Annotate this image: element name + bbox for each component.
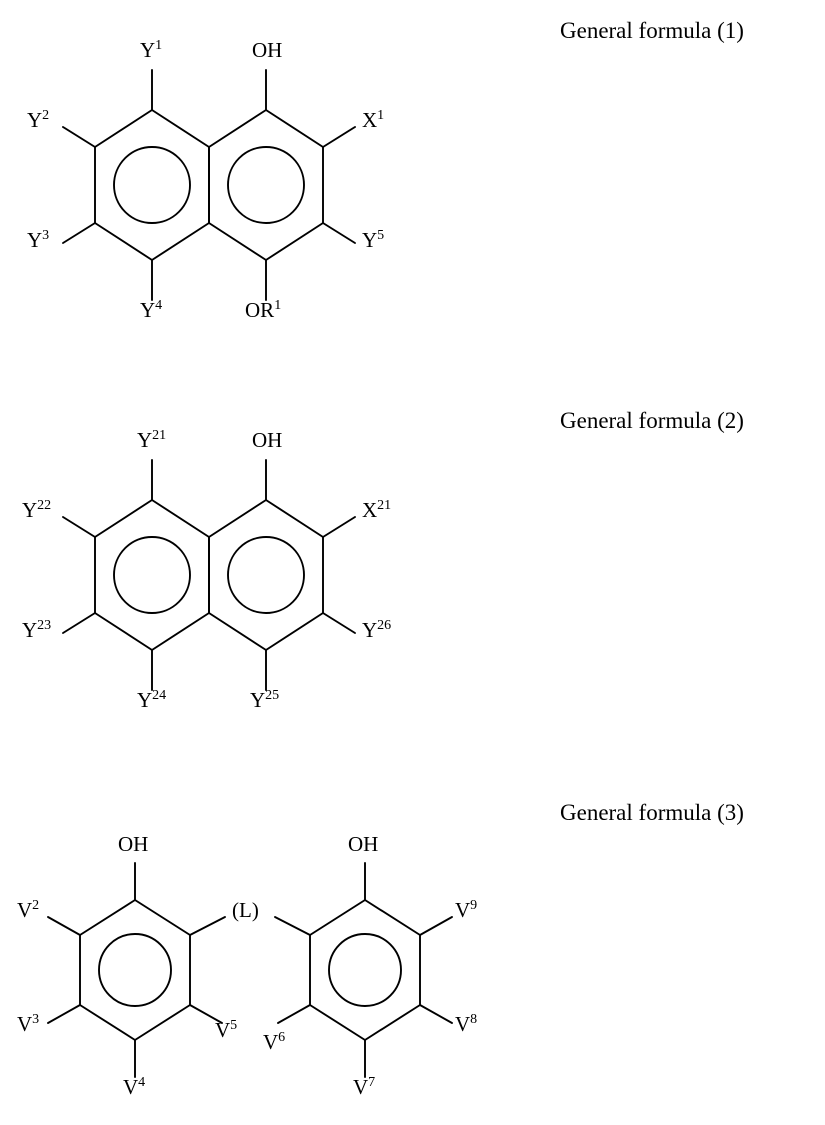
f2-y22: Y22	[22, 498, 51, 523]
f2-y25: Y25	[250, 688, 279, 713]
f3-v2: V2	[17, 898, 39, 923]
f3-v4: V4	[123, 1075, 145, 1100]
f3-oh-l: OH	[118, 832, 148, 857]
formula-1-label: General formula (1)	[560, 18, 744, 44]
f3-oh-r: OH	[348, 832, 378, 857]
f1-y3: Y3	[27, 228, 49, 253]
f3-v5: V5	[215, 1018, 237, 1043]
f2-y26: Y26	[362, 618, 391, 643]
page-root: General formula (1)	[0, 0, 825, 1125]
f1-y1: Y1	[140, 38, 162, 63]
f1-or1: OR1	[245, 298, 281, 323]
f3-v6: V6	[263, 1030, 285, 1055]
formula-2-label: General formula (2)	[560, 408, 744, 434]
formula-3-label: General formula (3)	[560, 800, 744, 826]
f3-v7: V7	[353, 1075, 375, 1100]
f1-y5: Y5	[362, 228, 384, 253]
f1-oh: OH	[252, 38, 282, 63]
f1-x1: X1	[362, 108, 384, 133]
f3-structure	[15, 815, 505, 1115]
f2-y24: Y24	[137, 688, 166, 713]
f1-y4: Y4	[140, 298, 162, 323]
f2-x21: X21	[362, 498, 391, 523]
f3-L: (L)	[232, 898, 259, 923]
f2-structure	[15, 410, 455, 740]
f1-y2: Y2	[27, 108, 49, 133]
f2-y23: Y23	[22, 618, 51, 643]
f3-v3: V3	[17, 1012, 39, 1037]
f1-structure	[15, 20, 455, 350]
f2-y21: Y21	[137, 428, 166, 453]
f2-oh: OH	[252, 428, 282, 453]
f3-v8: V8	[455, 1012, 477, 1037]
f3-v9: V9	[455, 898, 477, 923]
